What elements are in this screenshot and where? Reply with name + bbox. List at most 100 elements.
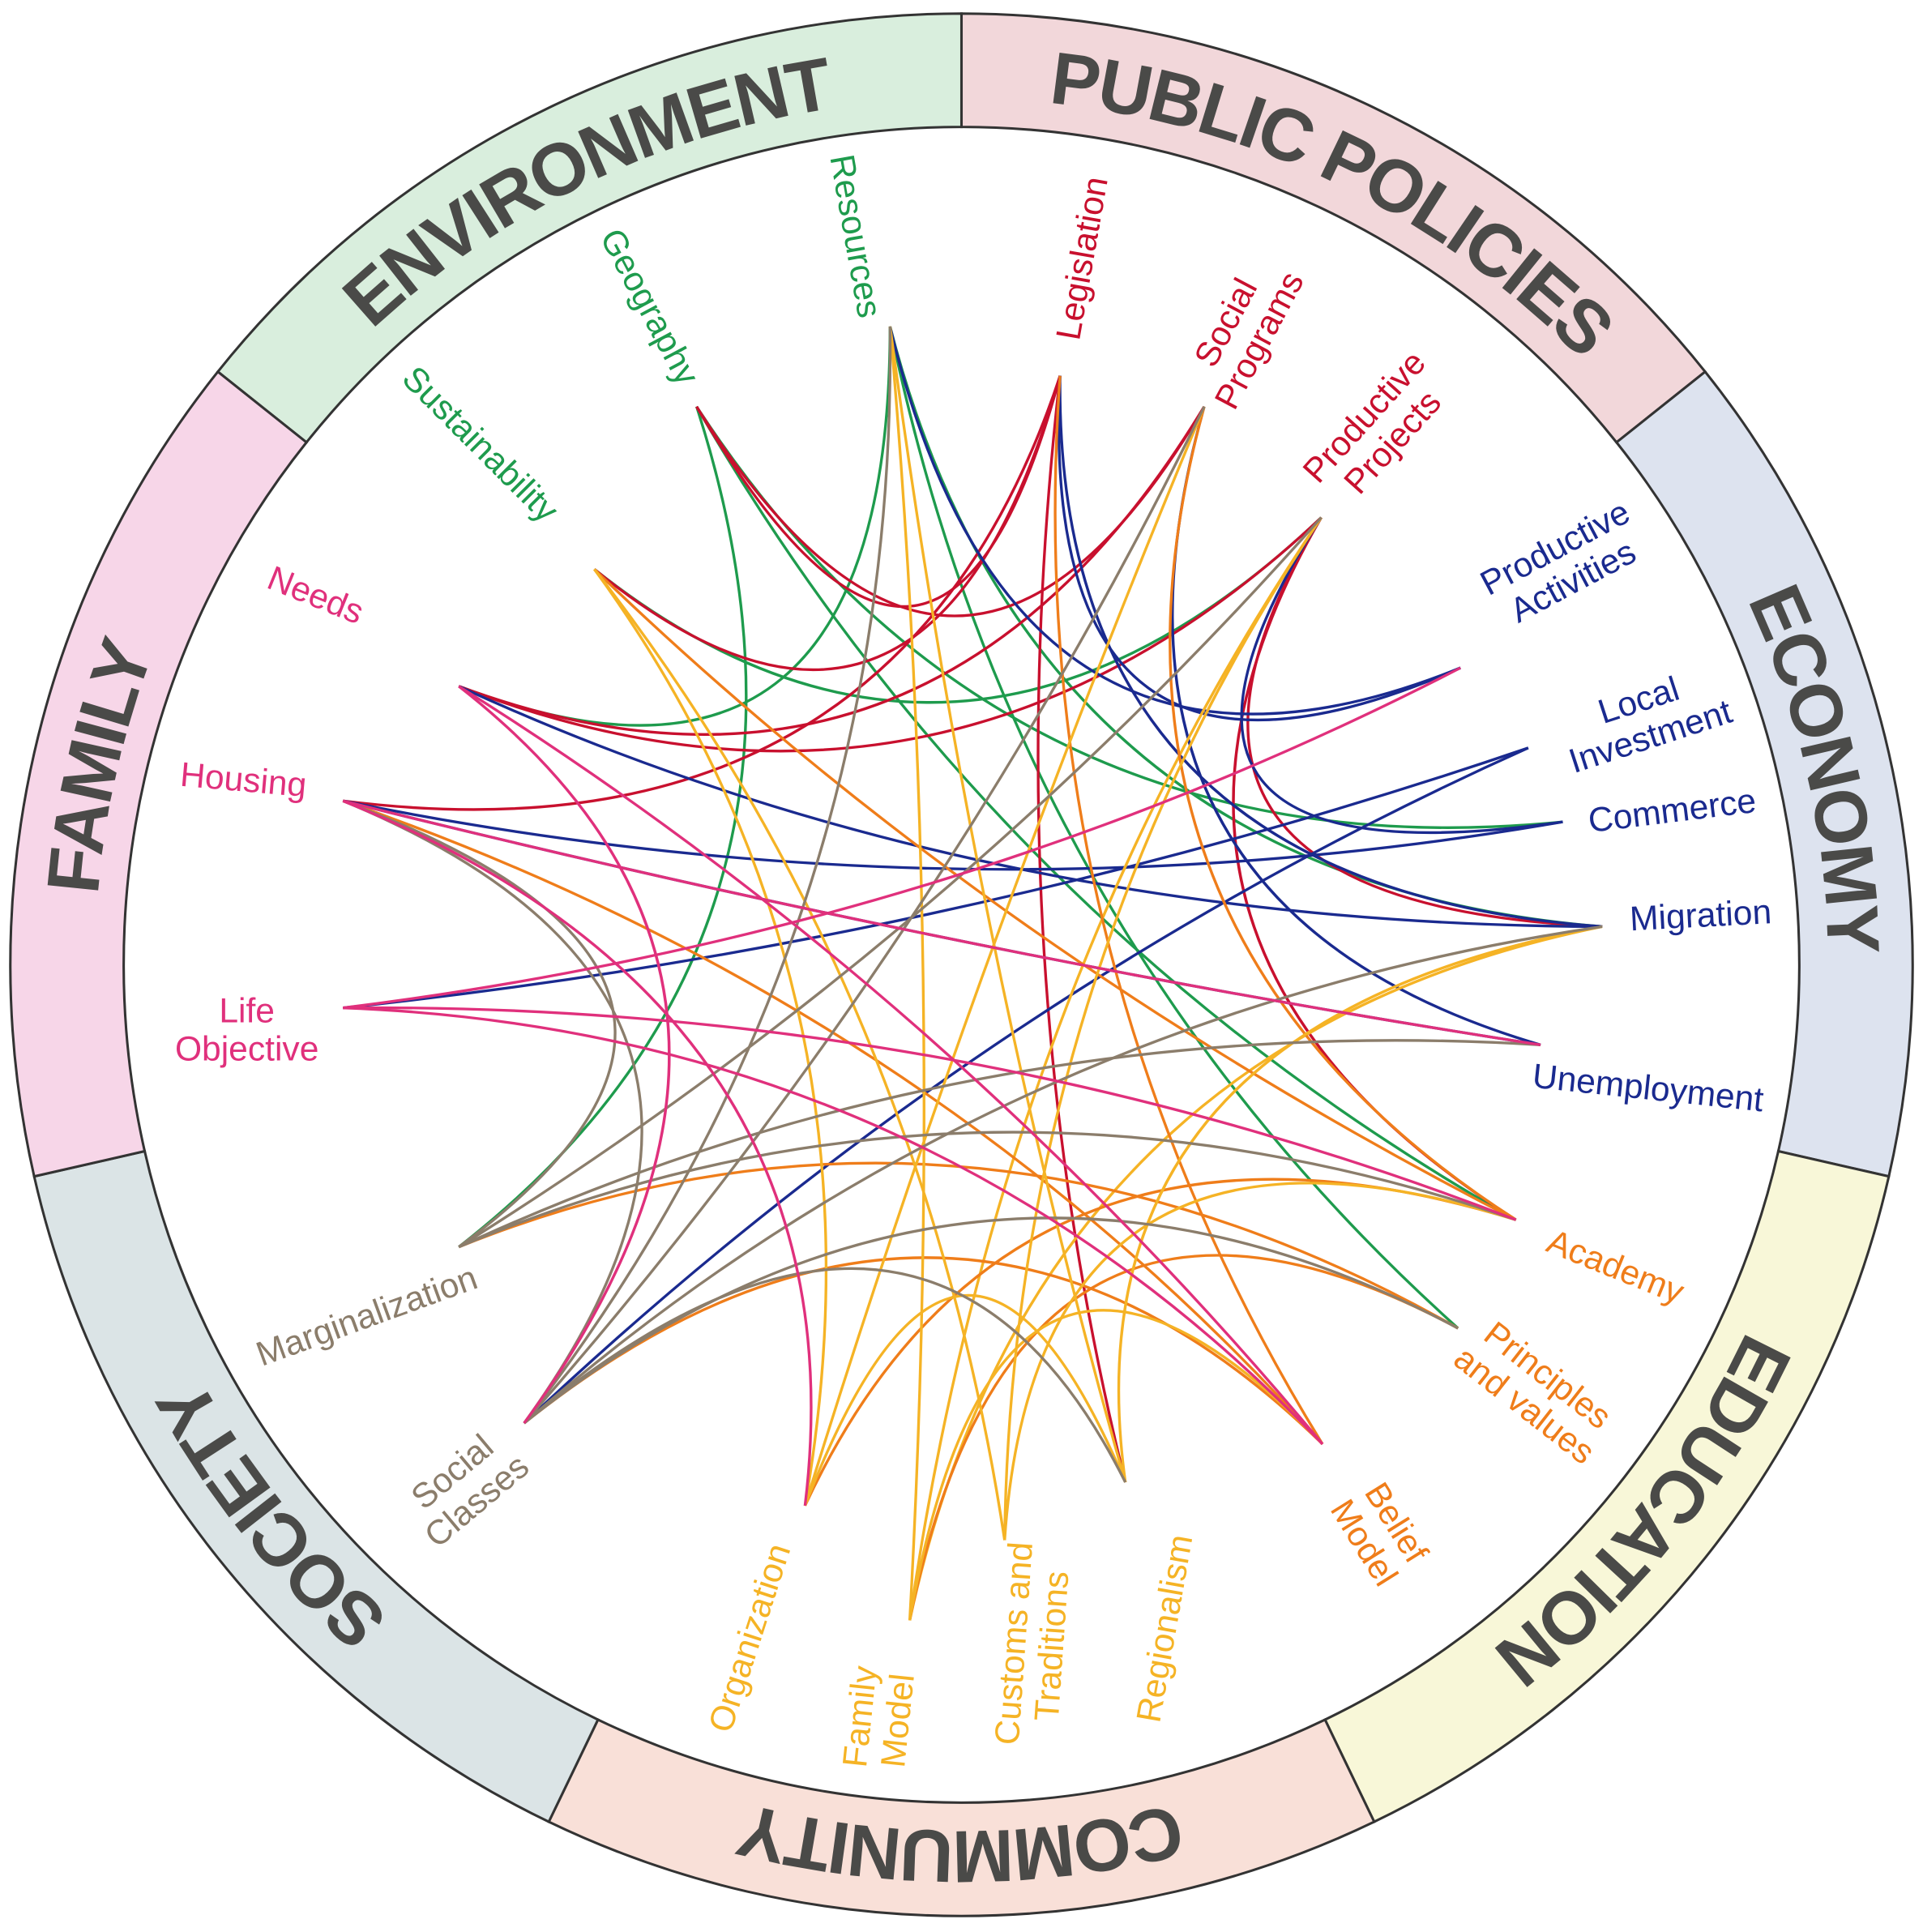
node-label-line: Geography: [592, 223, 707, 392]
link: [523, 746, 1529, 1425]
node-label-line: Legislation: [1049, 173, 1117, 343]
link: [888, 326, 925, 1621]
node-label: Unemployment: [1531, 1057, 1766, 1120]
link: [1053, 375, 1324, 1445]
sector-band: [9, 370, 309, 1178]
node-label-line: Marginalization: [251, 1259, 482, 1374]
link: [1169, 406, 1517, 1221]
link: [343, 1006, 1517, 1221]
node-label-line: Resources: [822, 152, 889, 321]
link: [523, 925, 1603, 1425]
link: [803, 406, 1206, 1507]
node-label: Resources: [822, 152, 889, 321]
links: [342, 326, 1603, 1621]
link: [458, 1131, 1517, 1249]
link: [523, 1216, 1459, 1425]
link: [803, 1178, 1517, 1507]
link: [1117, 925, 1603, 1483]
link: [458, 516, 1323, 753]
link: [343, 375, 1062, 811]
link: [593, 568, 1517, 1221]
link: [342, 799, 617, 1248]
link: [1058, 375, 1603, 929]
link: [458, 406, 748, 1248]
node-label: ProductiveProjects: [1296, 344, 1462, 516]
node-label: Commerce: [1586, 781, 1758, 840]
node-label: Organization: [701, 1539, 798, 1737]
node-label: Principlesand values: [1447, 1309, 1626, 1472]
link: [458, 1039, 1541, 1249]
node-label: SocialClasses: [393, 1418, 536, 1556]
node-label-line: Academy: [1541, 1222, 1690, 1312]
node-label: ProductiveActivities: [1474, 493, 1654, 637]
node-label: Geography: [592, 223, 707, 392]
link: [1003, 516, 1323, 1541]
link: [523, 326, 892, 1425]
node-label-line: Life: [219, 992, 275, 1031]
link: [342, 799, 643, 1425]
node-label: SocialPrograms: [1174, 248, 1312, 416]
node-label: Life Objective: [175, 992, 318, 1069]
link: [458, 405, 1206, 736]
link: [458, 685, 1603, 929]
node-label: Marginalization: [251, 1259, 482, 1374]
sector-title: ENVIRONMENT: [328, 42, 838, 342]
link: [342, 799, 1563, 871]
node-label: BeliefModel: [1323, 1473, 1438, 1593]
link: [1171, 406, 1541, 1046]
link: [1057, 375, 1461, 722]
link: [695, 405, 1563, 829]
node-label-line: Regionalism: [1130, 1532, 1201, 1725]
link: [342, 799, 1324, 1446]
node-label: Customs andTraditions: [988, 1541, 1079, 1749]
link: [888, 326, 1127, 1483]
link: [523, 1256, 1324, 1446]
link: [593, 375, 1062, 671]
node-label-line: Organization: [701, 1539, 798, 1737]
node-label-line: Migration: [1629, 892, 1772, 938]
link: [908, 1254, 1459, 1621]
node-label: FamilyModel: [835, 1664, 922, 1773]
link: [343, 1007, 1324, 1446]
node-label-line: Model: [874, 1672, 922, 1769]
link: [593, 516, 1323, 704]
link: [343, 666, 1462, 1010]
link: [343, 746, 1529, 1010]
link: [888, 326, 1461, 716]
node-label: Migration: [1629, 892, 1772, 938]
node-label: Regionalism: [1130, 1532, 1201, 1725]
link: [523, 405, 1206, 1425]
link: [523, 1267, 1127, 1483]
sector-ring: ENVIRONMENT PUBLIC POLICIESECONOMYEDUCATI…: [9, 12, 1914, 1917]
link: [458, 516, 1323, 1249]
node-label-line: Unemployment: [1531, 1057, 1766, 1120]
link: [1036, 375, 1127, 1483]
link: [1240, 516, 1563, 835]
node-label: Legislation: [1049, 173, 1117, 343]
link: [908, 516, 1323, 1621]
sector-title-path: ENVIRONMENT: [328, 42, 840, 342]
node-label-line: Needs: [262, 559, 369, 633]
link: [458, 685, 671, 1425]
link: [1232, 516, 1517, 1221]
node-label: Sustainability: [395, 359, 566, 531]
node-label: Academy: [1541, 1222, 1690, 1312]
link: [908, 1309, 1324, 1621]
link: [1003, 1182, 1517, 1541]
link: [593, 568, 1006, 1541]
node-label-line: Objective: [175, 1030, 318, 1069]
link: [342, 799, 1541, 1046]
node-label-line: Commerce: [1586, 781, 1758, 840]
node-label-line: Housing: [178, 755, 308, 805]
link: [458, 685, 1324, 1445]
link: [342, 799, 1541, 1046]
link: [593, 568, 828, 1507]
node-label-line: Sustainability: [395, 359, 566, 531]
node-label: Needs: [262, 559, 369, 633]
link: [342, 799, 813, 1507]
node-label: Housing: [178, 755, 308, 805]
node-label: LocalInvestment: [1553, 656, 1737, 782]
